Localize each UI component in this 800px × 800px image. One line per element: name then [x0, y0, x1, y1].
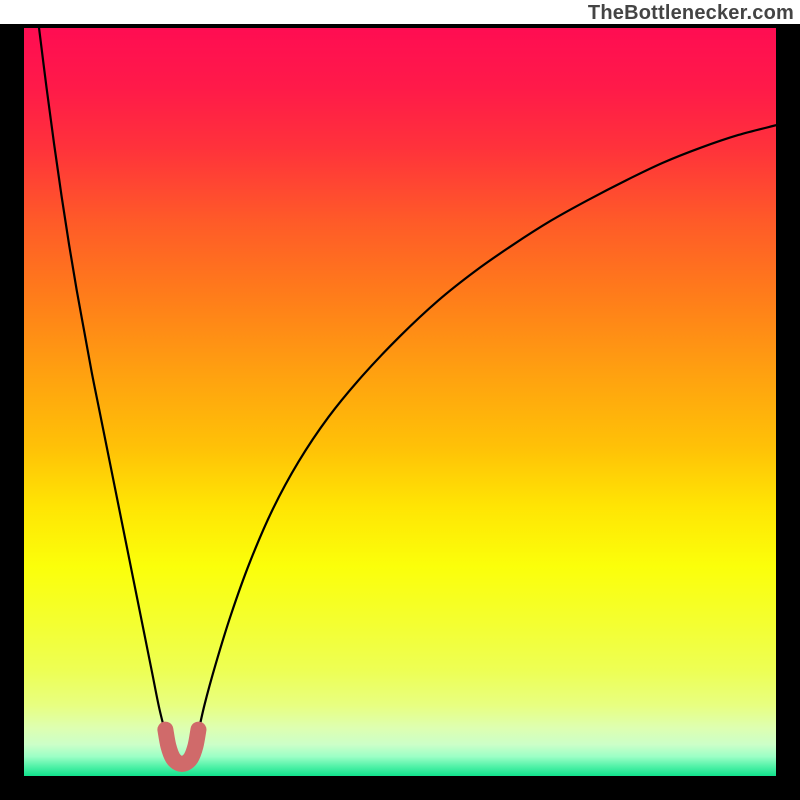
- chart-frame: TheBottlenecker.com: [0, 0, 800, 800]
- gradient-backdrop: [24, 28, 776, 776]
- watermark-text: TheBottlenecker.com: [588, 2, 794, 25]
- bottleneck-curve-plot: [24, 28, 776, 776]
